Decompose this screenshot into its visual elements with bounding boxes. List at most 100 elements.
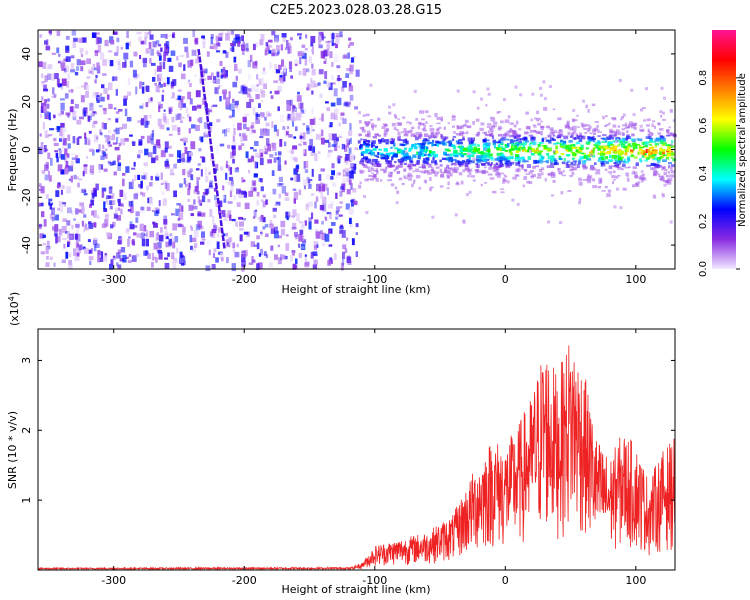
- heatmap-cell: [68, 260, 72, 266]
- heatmap-cell: [330, 176, 334, 180]
- heatmap-cell: [131, 255, 137, 262]
- heatmap-cell: [429, 150, 432, 154]
- heatmap-cell: [54, 127, 59, 130]
- heatmap-cell: [66, 153, 70, 159]
- heatmap-cell: [652, 120, 655, 123]
- heatmap-cell: [267, 143, 271, 152]
- heatmap-cell: [59, 138, 62, 142]
- heatmap-cell: [67, 252, 72, 258]
- heatmap-cell: [412, 170, 415, 173]
- heatmap-cell: [60, 154, 65, 160]
- heatmap-cell: [110, 224, 114, 229]
- heatmap-cell: [39, 114, 43, 119]
- heatmap-cell: [410, 146, 413, 150]
- heatmap-cell: [505, 165, 511, 169]
- heatmap-cell: [123, 98, 127, 106]
- heatmap-cell: [290, 154, 295, 161]
- heatmap-cell: [592, 185, 597, 189]
- heatmap-cell: [144, 86, 147, 90]
- heatmap-cell: [280, 71, 284, 78]
- heatmap-cell: [645, 136, 650, 139]
- heatmap-cell: [539, 142, 544, 144]
- heatmap-cell: [610, 141, 613, 144]
- heatmap-cell: [59, 231, 63, 237]
- heatmap-cell: [575, 141, 581, 145]
- heatmap-cell: [621, 143, 626, 148]
- heatmap-cell: [412, 144, 417, 148]
- heatmap-cell: [292, 104, 295, 110]
- heatmap-cell: [303, 132, 306, 140]
- heatmap-cell: [631, 154, 634, 157]
- heatmap-cell: [138, 183, 142, 188]
- heatmap-cell: [508, 162, 512, 167]
- heatmap-cell: [187, 171, 192, 178]
- heatmap-cell: [351, 55, 357, 59]
- heatmap-cell: [383, 168, 388, 173]
- heatmap-cell: [44, 164, 49, 171]
- heatmap-cell: [61, 185, 65, 190]
- heatmap-cell: [392, 103, 396, 107]
- heatmap-cell: [84, 132, 87, 139]
- heatmap-cell: [350, 163, 354, 169]
- heatmap-cell: [363, 195, 366, 198]
- heatmap-cell: [572, 166, 578, 171]
- heatmap-cell: [624, 148, 629, 153]
- heatmap-cell: [72, 136, 76, 144]
- heatmap-cell: [427, 115, 432, 118]
- heatmap-cell: [259, 89, 263, 94]
- heatmap-cell: [295, 258, 298, 265]
- heatmap-cell: [250, 241, 255, 247]
- heatmap-cell: [351, 166, 356, 174]
- heatmap-cell: [431, 151, 436, 154]
- heatmap-cell: [190, 245, 193, 250]
- heatmap-cell: [420, 123, 425, 126]
- heatmap-cell: [642, 107, 646, 109]
- heatmap-cell: [504, 144, 508, 149]
- heatmap-cell: [562, 170, 565, 173]
- heatmap-cell: [306, 83, 311, 91]
- heatmap-cell: [147, 98, 153, 103]
- heatmap-cell: [141, 103, 145, 109]
- heatmap-cell: [282, 254, 286, 260]
- heatmap-cell: [615, 138, 618, 142]
- heatmap-cell: [49, 175, 52, 182]
- heatmap-cell: [339, 35, 343, 38]
- heatmap-cell: [80, 95, 85, 103]
- heatmap-cell: [581, 164, 587, 168]
- heatmap-cell: [404, 150, 408, 154]
- heatmap-cell: [156, 246, 161, 252]
- heatmap-cell: [346, 256, 352, 263]
- heatmap-cell: [86, 137, 91, 146]
- heatmap-cell: [310, 193, 315, 196]
- heatmap-cell: [403, 177, 408, 180]
- heatmap-cell: [648, 152, 651, 156]
- heatmap-cell: [669, 150, 673, 153]
- heatmap-cell: [406, 121, 411, 124]
- heatmap-cell: [523, 176, 528, 180]
- heatmap-cell: [348, 147, 352, 156]
- heatmap-cell: [87, 239, 91, 243]
- heatmap-cell: [290, 75, 293, 79]
- heatmap-cell: [189, 98, 193, 105]
- heatmap-cell: [330, 102, 336, 107]
- heatmap-cell: [54, 150, 59, 153]
- heatmap-cell: [513, 139, 518, 142]
- heatmap-cell: [519, 93, 523, 97]
- heatmap-cell: [163, 82, 166, 87]
- heatmap-cell: [604, 125, 608, 128]
- x-tick-label: -100: [362, 273, 387, 286]
- heatmap-cell: [70, 160, 74, 167]
- heatmap-cell: [495, 171, 500, 176]
- heatmap-cell: [109, 200, 115, 205]
- heatmap-cell: [422, 159, 426, 164]
- heatmap-cell: [432, 157, 435, 161]
- heatmap-cell: [383, 148, 388, 152]
- heatmap-cell: [71, 30, 77, 36]
- heatmap-cell: [75, 155, 79, 162]
- heatmap-cell: [220, 166, 224, 171]
- heatmap-cell: [218, 227, 223, 233]
- heatmap-cell: [659, 157, 663, 160]
- heatmap-cell: [293, 136, 297, 139]
- heatmap-cell: [399, 143, 405, 146]
- heatmap-cell: [215, 35, 218, 42]
